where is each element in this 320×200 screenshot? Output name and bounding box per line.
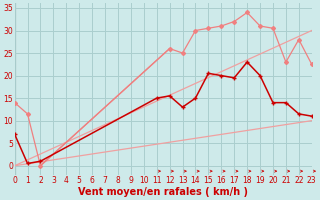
X-axis label: Vent moyen/en rafales ( km/h ): Vent moyen/en rafales ( km/h ) [78, 187, 248, 197]
